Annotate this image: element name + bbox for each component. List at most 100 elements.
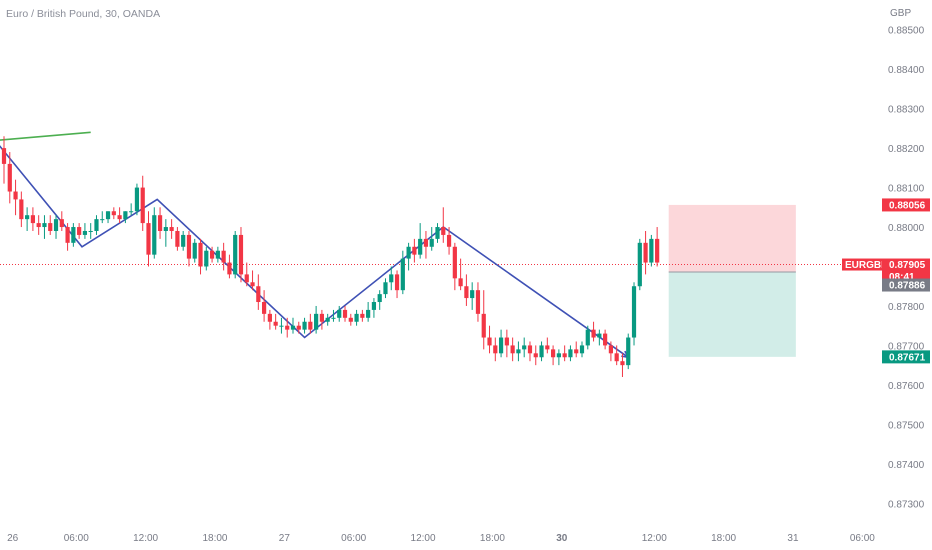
candle-body [493,345,498,354]
candle-up [556,349,561,366]
candle-up [302,317,307,334]
candle-down [250,270,255,291]
time-axis[interactable]: 26 06:00 12:00 18:00 27 06:00 12:00 18:00 30 12:0… [7,533,875,544]
candle-down [77,223,82,239]
candle-body [77,227,82,235]
candle-up [406,242,411,271]
candle-body [250,282,255,287]
candle-body [470,290,475,299]
candle-up [568,345,573,362]
candle-body [146,223,151,255]
candle-up [152,207,157,259]
candle-body [48,223,53,231]
candle-up [331,309,336,322]
x-tick-label: 27 [279,533,291,544]
candle-body [631,286,637,338]
candle-body [308,321,313,330]
trendline[interactable] [0,131,91,141]
bar-countdown: 08:41 [889,272,915,283]
candle-down [562,345,567,362]
candle-body [591,329,596,338]
candle-body [238,234,244,275]
candle-body [545,345,550,350]
candle-body [603,333,608,346]
candle-body [533,353,538,358]
candle-down [273,313,278,330]
candle-body [134,187,140,212]
candle-up [649,234,654,267]
candle-body [342,309,348,318]
candle-down [59,211,64,231]
candle-down [157,207,163,239]
candle-down [117,207,122,224]
candle-body [620,361,625,366]
candle-down [603,329,608,350]
candle-down [308,313,313,334]
candle-body [273,321,278,326]
candle-up [53,215,59,239]
candle-body [192,242,197,259]
candle-body [227,262,232,275]
candle-body [129,211,134,213]
candle-up [435,223,440,243]
candle-up [233,230,238,279]
candle-down [510,337,515,362]
candle-body [319,313,324,322]
candle-body [181,234,186,247]
candle-down [504,329,509,358]
candle-body [608,345,613,354]
candle-up [371,298,377,318]
candle-down [574,341,579,358]
candle-up [290,317,296,334]
chart-title: Euro / British Pound, 30, OANDA [6,8,160,20]
candle-body [481,313,486,338]
y-tick-label: 0.88500 [888,26,925,37]
y-tick-label: 0.87400 [888,460,925,471]
price-tag-value: 0.87886 [889,281,926,292]
candle-up [88,223,93,239]
candle-body [221,250,226,263]
stop-loss-zone[interactable] [668,204,796,273]
price-tag: 0.87886 [882,278,930,292]
candle-body [105,211,111,220]
x-tick-label: 12:00 [133,533,158,544]
candle-down [13,179,18,216]
candle-down [527,341,533,362]
candle-body [429,238,434,247]
y-tick-label: 0.88200 [888,144,925,155]
candle-body [383,282,388,295]
candle-up [163,219,168,247]
candle-body [186,234,192,259]
candlesticks [1,136,660,377]
candle-body [111,211,116,216]
candle-up [337,305,342,322]
price-axis[interactable]: 0.88500 0.88400 0.88300 0.88200 0.88100 0.880… [888,26,925,511]
candle-down [186,230,192,267]
candle-down [394,270,400,299]
candle-down [487,325,492,354]
price-tag-bg [882,198,930,212]
candle-up [400,250,405,295]
candle-up [597,329,602,346]
short-position-tool[interactable] [0,204,882,357]
candle-up [215,246,220,263]
price-tag-value: 0.88056 [889,200,926,211]
candle-body [314,313,319,330]
candle-up [204,246,209,271]
candle-down [198,238,203,275]
candle-body [117,215,122,220]
candle-down [169,219,174,239]
candle-body [290,325,296,330]
x-tick-label: 31 [787,533,799,544]
candle-body [337,309,342,318]
candle-body [371,302,377,310]
candle-down [620,353,625,377]
candle-up [637,238,642,291]
candle-body [163,227,168,231]
symbol-tag-bg [842,258,882,271]
take-profit-zone[interactable] [668,272,796,357]
candle-body [302,321,307,330]
candle-up [429,227,434,251]
y-tick-label: 0.88400 [888,65,925,76]
